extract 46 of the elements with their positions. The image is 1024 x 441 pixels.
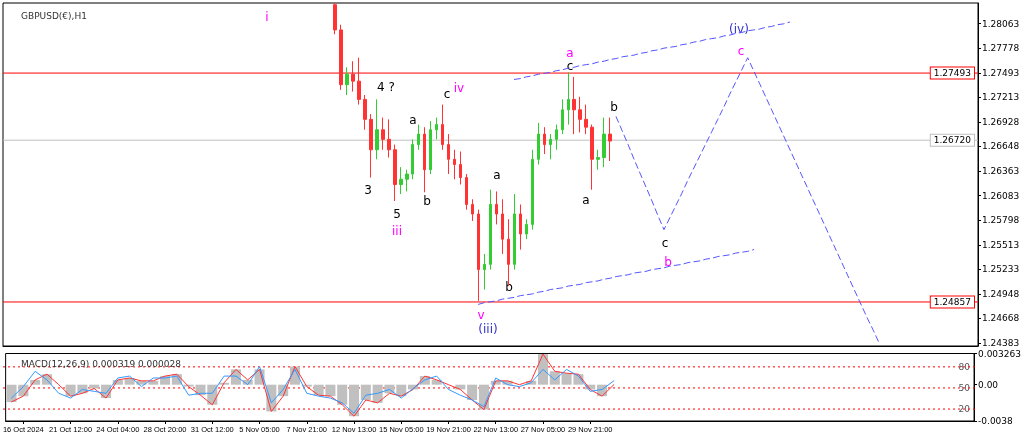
annotation: c bbox=[661, 236, 669, 250]
y-tick-label: 1.26363 bbox=[982, 166, 1020, 177]
annotation: c bbox=[737, 44, 745, 58]
annotation: a bbox=[582, 193, 590, 207]
annotation: b bbox=[423, 194, 431, 208]
y-tick-label: 1.27213 bbox=[982, 92, 1020, 103]
annotation: c bbox=[566, 59, 574, 73]
y-tick-label: 1.28063 bbox=[982, 18, 1020, 29]
ref-line-label: 1.24857 bbox=[933, 296, 971, 307]
y-tick-label: 1.24948 bbox=[982, 289, 1020, 300]
annotation: v bbox=[477, 308, 485, 322]
y2-tick-label: 50 bbox=[958, 382, 971, 393]
y-tick-label: 1.27493 bbox=[982, 68, 1020, 79]
y-tick-label: 1.26083 bbox=[982, 190, 1020, 201]
annotation: b bbox=[664, 255, 672, 269]
annotation: c bbox=[443, 87, 451, 101]
text: GBPUSD(€),H1 bbox=[21, 10, 87, 21]
ref-line-label: 1.26720 bbox=[933, 135, 972, 146]
y-tick-label: 1.25513 bbox=[982, 240, 1020, 251]
annotation: (iii) bbox=[478, 322, 498, 336]
annotation: i bbox=[265, 10, 269, 24]
annotation: b bbox=[610, 100, 618, 114]
annotation: b bbox=[505, 280, 513, 294]
y2-tick-label: 20 bbox=[958, 404, 971, 415]
y-tick-label: 1.27778 bbox=[982, 43, 1020, 54]
text: MACD(12,26,9) 0.000319 0.000028 bbox=[21, 358, 182, 369]
annotation: a bbox=[409, 113, 417, 127]
y-tick-label: 0.00 bbox=[978, 379, 999, 390]
y-tick-label: 0.003263 bbox=[978, 348, 1022, 359]
annotation: a bbox=[493, 168, 501, 182]
y-tick-label: 1.26928 bbox=[982, 117, 1020, 128]
y2-tick-label: 80 bbox=[958, 361, 971, 372]
annotation: 4 ? bbox=[377, 80, 395, 94]
annotation: iv bbox=[453, 81, 465, 95]
annotation: (iv) bbox=[729, 22, 749, 36]
annotation: 5 bbox=[393, 207, 401, 221]
annotation: a bbox=[566, 46, 574, 60]
y-tick-label: 1.24668 bbox=[982, 313, 1020, 324]
y-tick-label: -0.0038 bbox=[978, 416, 1014, 426]
y-tick-label: 1.25233 bbox=[982, 264, 1020, 275]
y-tick-label: 1.26648 bbox=[982, 141, 1020, 152]
annotation: 3 bbox=[364, 183, 372, 197]
y-tick-label: 1.25798 bbox=[982, 215, 1020, 226]
y-tick-label: 1.24383 bbox=[982, 338, 1020, 349]
ref-line-label: 1.27493 bbox=[933, 68, 971, 79]
annotation: iii bbox=[391, 224, 403, 238]
